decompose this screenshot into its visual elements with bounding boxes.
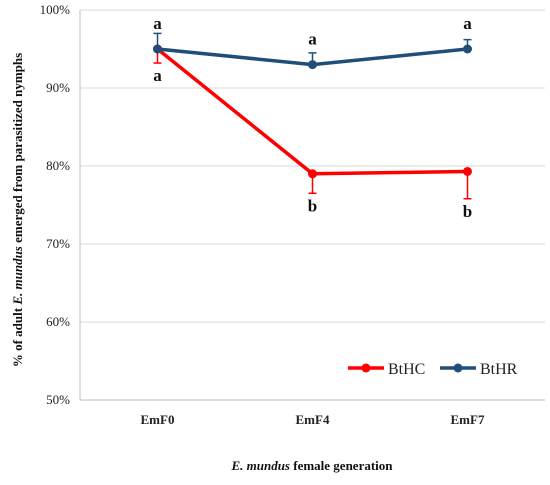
y-tick-label: 90% <box>46 80 70 95</box>
y-tick-label: 60% <box>46 314 70 329</box>
y-axis-title-post: emerged from parasitized nymphs <box>10 53 25 246</box>
x-tick-label: EmF0 <box>141 412 175 427</box>
data-point-BtHR <box>153 44 162 54</box>
axis-layer: 50% 60% 70% 80% 90% 100% EmF0 EmF4 EmF7 <box>40 2 545 427</box>
series-layer <box>153 32 472 200</box>
legend: BtHC BtHR <box>348 361 518 378</box>
y-tick-label: 80% <box>46 158 70 173</box>
x-tick-label: EmF4 <box>296 412 330 427</box>
data-point-BtHR <box>463 44 472 54</box>
significance-label: b <box>308 196 317 215</box>
y-tick-label: 70% <box>46 236 70 251</box>
significance-label: a <box>153 66 162 85</box>
y-axis-title-italic: E. mundus <box>10 246 25 306</box>
significance-label: a <box>463 14 472 33</box>
x-axis-title-italic: E. mundus <box>230 458 290 473</box>
y-tick-label: 100% <box>40 2 71 17</box>
y-tick-label: 50% <box>46 392 70 407</box>
x-axis-title: E. mundus female generation <box>230 458 393 473</box>
x-axis-title-rest: female generation <box>290 458 393 473</box>
significance-label: a <box>153 14 162 33</box>
data-point-BtHC <box>463 166 472 176</box>
legend-label-BtHR: BtHR <box>480 361 518 378</box>
legend-label-BtHC: BtHC <box>388 361 425 378</box>
y-axis-title: % of adult E. mundus emerged from parasi… <box>10 53 25 367</box>
y-axis-title-pre: % of adult <box>10 305 25 367</box>
data-point-BtHR <box>308 60 317 70</box>
legend-marker-BtHC <box>361 363 371 373</box>
data-point-BtHC <box>308 169 317 179</box>
significance-label: b <box>463 202 472 221</box>
label-layer: a a a a b b <box>153 14 472 221</box>
legend-marker-BtHR <box>453 363 463 373</box>
x-tick-label: EmF7 <box>451 412 485 427</box>
significance-label: a <box>308 30 317 49</box>
